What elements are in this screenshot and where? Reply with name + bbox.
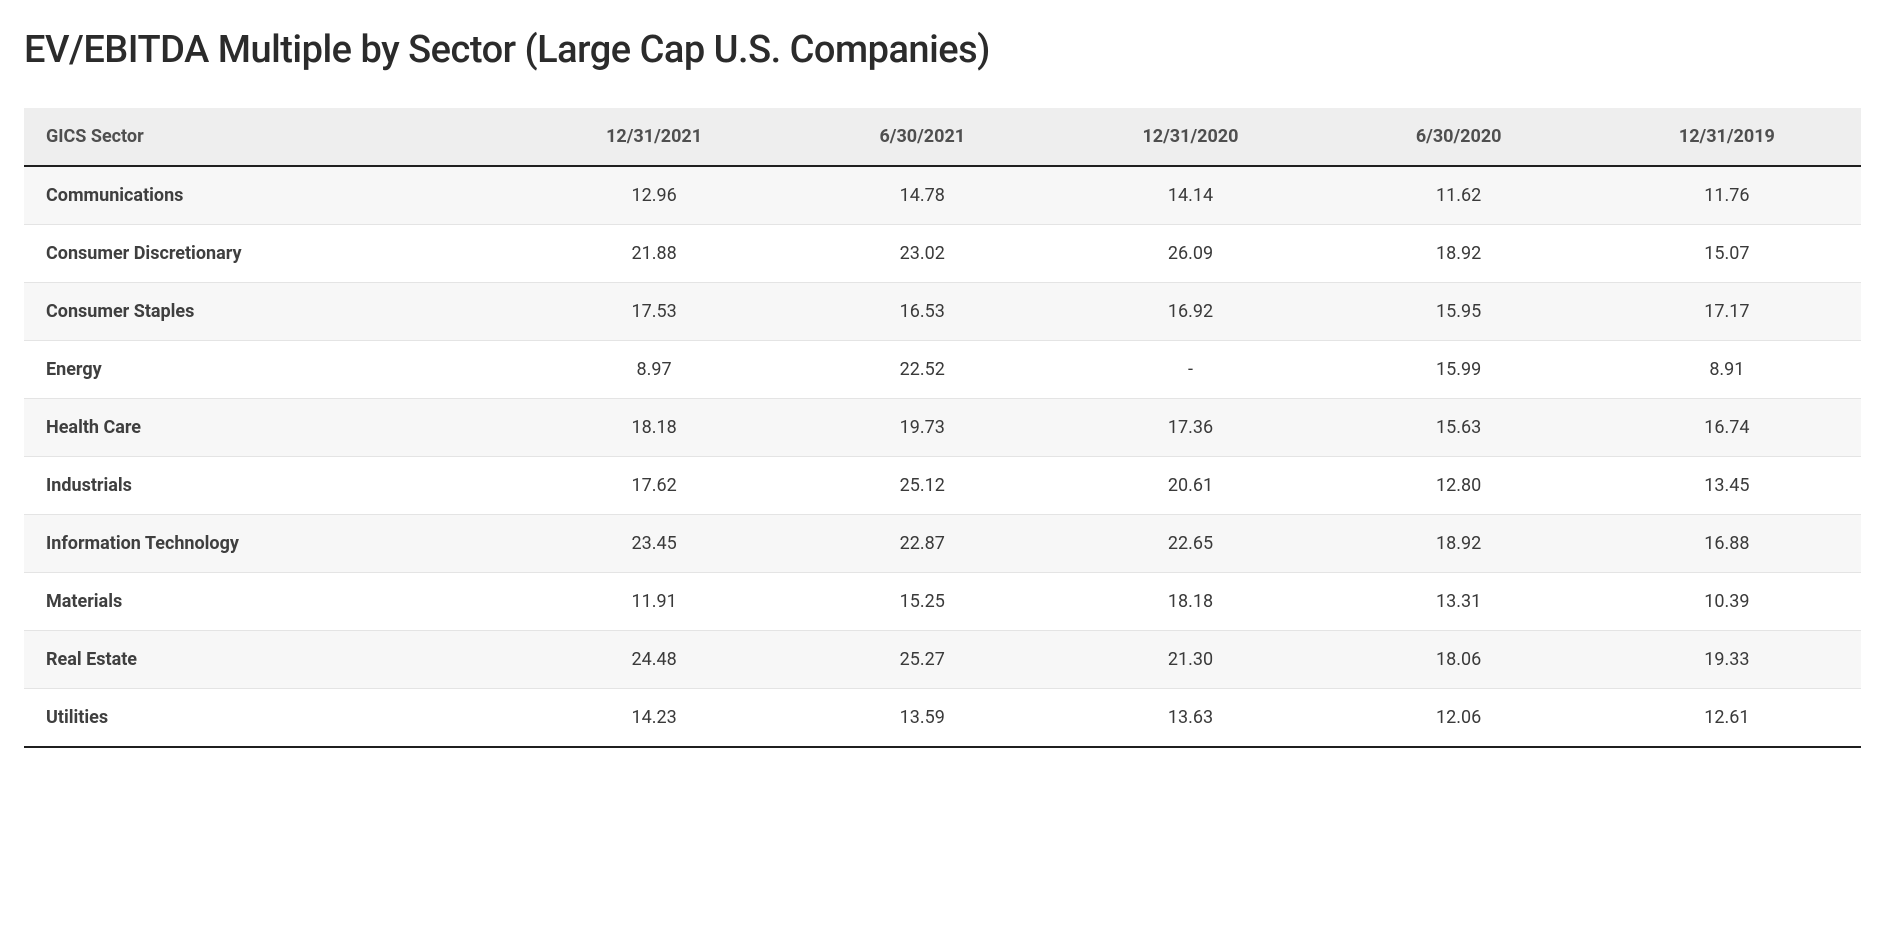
cell-value: 13.45	[1593, 457, 1861, 515]
cell-value: 13.59	[788, 689, 1056, 748]
cell-value: 12.06	[1325, 689, 1593, 748]
cell-value: 18.92	[1325, 515, 1593, 573]
table-row: Materials11.9115.2518.1813.3110.39	[24, 573, 1861, 631]
cell-value: 21.88	[520, 225, 788, 283]
table-row: Energy8.9722.52-15.998.91	[24, 341, 1861, 399]
cell-value: 23.02	[788, 225, 1056, 283]
table-row: Utilities14.2313.5913.6312.0612.61	[24, 689, 1861, 748]
cell-value: 19.73	[788, 399, 1056, 457]
cell-value: 25.12	[788, 457, 1056, 515]
cell-value: -	[1056, 341, 1324, 399]
col-header-date-1: 12/31/2021	[520, 108, 788, 166]
row-label: Real Estate	[24, 631, 520, 689]
col-header-date-5: 12/31/2019	[1593, 108, 1861, 166]
cell-value: 17.36	[1056, 399, 1324, 457]
table-header-row: GICS Sector 12/31/2021 6/30/2021 12/31/2…	[24, 108, 1861, 166]
col-header-date-3: 12/31/2020	[1056, 108, 1324, 166]
col-header-sector: GICS Sector	[24, 108, 520, 166]
table-row: Consumer Staples17.5316.5316.9215.9517.1…	[24, 283, 1861, 341]
cell-value: 12.61	[1593, 689, 1861, 748]
cell-value: 22.52	[788, 341, 1056, 399]
row-label: Energy	[24, 341, 520, 399]
row-label: Health Care	[24, 399, 520, 457]
page-title: EV/EBITDA Multiple by Sector (Large Cap …	[24, 28, 1861, 72]
cell-value: 10.39	[1593, 573, 1861, 631]
cell-value: 11.62	[1325, 166, 1593, 225]
cell-value: 11.91	[520, 573, 788, 631]
cell-value: 26.09	[1056, 225, 1324, 283]
cell-value: 19.33	[1593, 631, 1861, 689]
col-header-date-2: 6/30/2021	[788, 108, 1056, 166]
cell-value: 22.65	[1056, 515, 1324, 573]
table-row: Real Estate24.4825.2721.3018.0619.33	[24, 631, 1861, 689]
cell-value: 13.63	[1056, 689, 1324, 748]
cell-value: 20.61	[1056, 457, 1324, 515]
cell-value: 17.62	[520, 457, 788, 515]
ev-ebitda-table: GICS Sector 12/31/2021 6/30/2021 12/31/2…	[24, 108, 1861, 748]
cell-value: 15.99	[1325, 341, 1593, 399]
cell-value: 12.80	[1325, 457, 1593, 515]
cell-value: 15.63	[1325, 399, 1593, 457]
table-row: Health Care18.1819.7317.3615.6316.74	[24, 399, 1861, 457]
cell-value: 11.76	[1593, 166, 1861, 225]
cell-value: 18.18	[520, 399, 788, 457]
table-row: Consumer Discretionary21.8823.0226.0918.…	[24, 225, 1861, 283]
row-label: Consumer Discretionary	[24, 225, 520, 283]
row-label: Utilities	[24, 689, 520, 748]
cell-value: 15.07	[1593, 225, 1861, 283]
cell-value: 25.27	[788, 631, 1056, 689]
cell-value: 22.87	[788, 515, 1056, 573]
row-label: Information Technology	[24, 515, 520, 573]
cell-value: 13.31	[1325, 573, 1593, 631]
row-label: Materials	[24, 573, 520, 631]
cell-value: 16.74	[1593, 399, 1861, 457]
cell-value: 17.53	[520, 283, 788, 341]
cell-value: 8.91	[1593, 341, 1861, 399]
col-header-date-4: 6/30/2020	[1325, 108, 1593, 166]
cell-value: 15.95	[1325, 283, 1593, 341]
row-label: Communications	[24, 166, 520, 225]
table-row: Communications12.9614.7814.1411.6211.76	[24, 166, 1861, 225]
table-row: Information Technology23.4522.8722.6518.…	[24, 515, 1861, 573]
cell-value: 18.06	[1325, 631, 1593, 689]
table-body: Communications12.9614.7814.1411.6211.76C…	[24, 166, 1861, 747]
cell-value: 21.30	[1056, 631, 1324, 689]
cell-value: 23.45	[520, 515, 788, 573]
row-label: Industrials	[24, 457, 520, 515]
cell-value: 14.78	[788, 166, 1056, 225]
cell-value: 16.53	[788, 283, 1056, 341]
cell-value: 17.17	[1593, 283, 1861, 341]
row-label: Consumer Staples	[24, 283, 520, 341]
cell-value: 16.88	[1593, 515, 1861, 573]
cell-value: 14.23	[520, 689, 788, 748]
cell-value: 12.96	[520, 166, 788, 225]
cell-value: 18.18	[1056, 573, 1324, 631]
cell-value: 14.14	[1056, 166, 1324, 225]
table-row: Industrials17.6225.1220.6112.8013.45	[24, 457, 1861, 515]
cell-value: 18.92	[1325, 225, 1593, 283]
cell-value: 16.92	[1056, 283, 1324, 341]
cell-value: 24.48	[520, 631, 788, 689]
cell-value: 15.25	[788, 573, 1056, 631]
cell-value: 8.97	[520, 341, 788, 399]
